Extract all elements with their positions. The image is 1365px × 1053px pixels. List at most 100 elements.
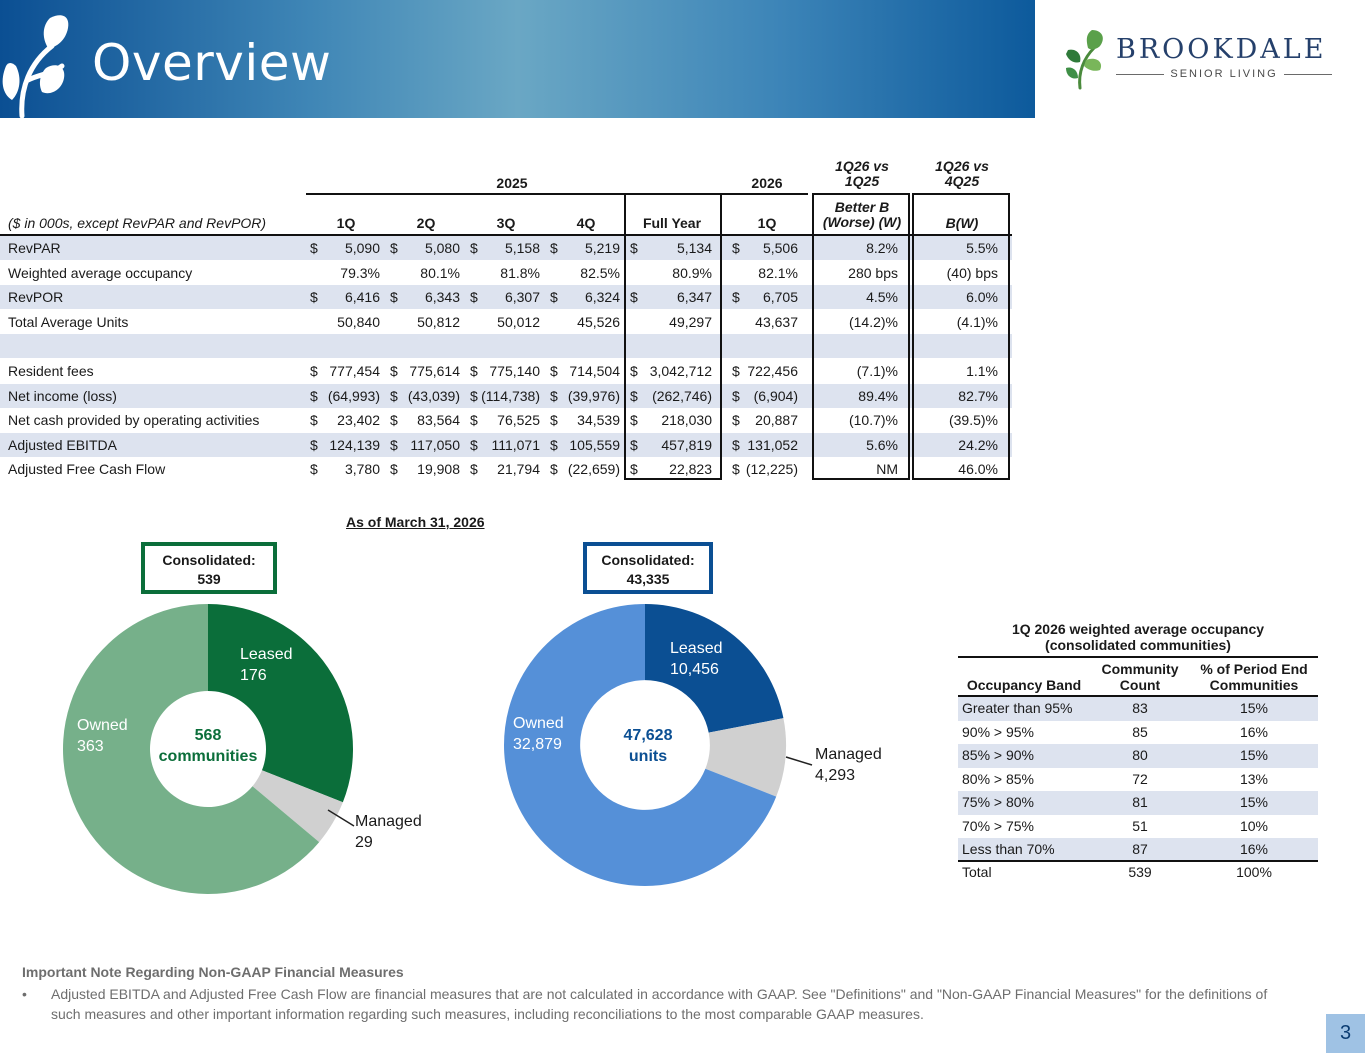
value-cell: 777,454 (329, 363, 380, 379)
comparison-vs-4q25: (39.5)% (948, 412, 998, 429)
comparison-vs-4q25: 24.2% (958, 436, 998, 453)
communities-managed-name: Managed (355, 813, 422, 830)
value-cell: 714,504 (569, 363, 620, 379)
currency-symbol: $ (630, 363, 638, 379)
communities-managed-label: Managed 29 (355, 811, 422, 853)
value-cell: 218,030 (661, 412, 712, 429)
communities-center-value: 568 (194, 727, 222, 744)
occupancy-total-rule (958, 860, 1318, 862)
row-label: Weighted average occupancy (8, 264, 193, 281)
value-cell: 22,823 (669, 461, 712, 478)
communities-managed-value: 29 (355, 834, 373, 851)
currency-symbol: $ (732, 240, 740, 256)
non-gaap-note-title: Important Note Regarding Non-GAAP Financ… (22, 964, 404, 980)
header-comp2-top: 1Q26 vs 4Q25 (914, 159, 1010, 189)
column-header-rule (0, 234, 1012, 236)
occupancy-count: 83 (1132, 700, 1148, 716)
occupancy-title-line2: (consolidated communities) (1045, 637, 1231, 653)
comp2-border-bottom (912, 478, 1010, 480)
units-managed-name: Managed (815, 746, 882, 763)
value-cell: 80.9% (672, 264, 712, 281)
occupancy-band: Greater than 95% (962, 700, 1073, 716)
currency-symbol: $ (732, 412, 740, 429)
comparison-vs-4q25: 6.0% (966, 289, 998, 306)
comparison-vs-1q25: (10.7)% (848, 412, 898, 429)
units-callout-label: Consolidated: (601, 552, 695, 568)
comparison-vs-4q25: (40) bps (946, 264, 998, 281)
occupancy-pct: 13% (1239, 770, 1269, 787)
currency-symbol: $ (390, 436, 398, 453)
occupancy-count: 80 (1132, 747, 1148, 763)
col-head-2q25: 2Q (416, 215, 436, 231)
table-row: Weighted average occupancy 79.3% 80.1% 81.8… (0, 261, 1012, 285)
occupancy-row: 80% > 85% 72 13% (958, 768, 1318, 792)
table-row: Total Average Units 50,840 50,812 50,012 45,… (0, 310, 1012, 334)
units-note: ($ in 000s, except RevPAR and RevPOR) (8, 215, 267, 231)
currency-symbol: $ (630, 387, 638, 404)
units-center-total: 47,628 units (588, 725, 708, 767)
header-band: Overview (0, 0, 1035, 118)
currency-symbol: $ (390, 461, 398, 478)
occupancy-title-line1: 1Q 2026 weighted average occupancy (1011, 621, 1265, 637)
donut-slice-managed (705, 718, 786, 797)
currency-symbol: $ (550, 461, 558, 478)
value-cell: (114,738) (481, 387, 540, 404)
value-cell: 76,525 (497, 412, 540, 429)
comparison-vs-4q25: 5.5% (966, 240, 998, 256)
currency-symbol: $ (732, 363, 740, 379)
currency-symbol: $ (550, 412, 558, 429)
currency-symbol: $ (470, 412, 478, 429)
header-comp2-line1: 1Q26 vs (935, 158, 989, 174)
value-cell: 5,506 (762, 240, 798, 256)
units-owned-label: Owned 32,879 (513, 713, 564, 755)
table-row: Adjusted Free Cash Flow $3,780 $19,908 $21,… (0, 457, 1012, 481)
comparison-vs-4q25: 46.0% (958, 461, 998, 478)
communities-callout-label: Consolidated: (162, 552, 256, 568)
occupancy-row: 75% > 80% 81 15% (958, 791, 1318, 815)
currency-symbol: $ (630, 461, 638, 478)
units-managed-label: Managed 4,293 (815, 744, 882, 786)
col-head-comp2: B(W) (945, 215, 979, 231)
currency-symbol: $ (470, 436, 478, 453)
occupancy-row: Less than 70% 87 16% (958, 838, 1318, 862)
value-cell: 45,526 (577, 313, 620, 330)
occupancy-top-rule (958, 656, 1318, 658)
currency-symbol: $ (310, 363, 318, 379)
header-comp1-top: 1Q26 vs 1Q25 (814, 159, 910, 189)
occupancy-band: 85% > 90% (962, 747, 1034, 763)
currency-symbol: $ (732, 289, 740, 306)
occupancy-total-count: 539 (1128, 864, 1152, 880)
value-cell: (64,993) (327, 387, 380, 404)
comparison-vs-4q25: (4.1)% (956, 313, 998, 330)
value-cell: (22,659) (567, 461, 620, 478)
row-label: Adjusted Free Cash Flow (8, 461, 166, 478)
communities-managed-leader-line (327, 809, 355, 827)
page-title: Overview (92, 34, 332, 92)
occupancy-row: Greater than 95% 83 15% (958, 697, 1318, 721)
donut-slice-owned (503, 604, 777, 886)
value-cell: 80.1% (420, 264, 460, 281)
value-cell: 50,812 (417, 313, 460, 330)
row-label: Net cash provided by operating activitie… (8, 412, 260, 429)
currency-symbol: $ (550, 387, 558, 404)
currency-symbol: $ (630, 240, 638, 256)
communities-center-unit: communities (158, 748, 258, 765)
comparison-vs-1q25: 8.2% (866, 240, 898, 256)
value-cell: 81.8% (500, 264, 540, 281)
communities-leased-label: Leased 176 (240, 644, 293, 686)
comparison-vs-1q25: NM (876, 461, 898, 478)
comparison-vs-1q25: 5.6% (866, 436, 898, 453)
communities-consolidated-callout: Consolidated: 539 (141, 542, 277, 594)
comparison-vs-4q25: 82.7% (958, 387, 998, 404)
communities-leased-value: 176 (240, 667, 267, 684)
units-donut-chart (503, 604, 786, 886)
currency-symbol: $ (470, 387, 478, 404)
value-cell: 79.3% (340, 264, 380, 281)
row-label: Resident fees (8, 363, 94, 379)
value-cell: 20,887 (755, 412, 798, 429)
occupancy-head-count-line2: Count (1119, 677, 1161, 693)
row-label: RevPOR (8, 289, 64, 306)
occupancy-head-pct: % of Period End Communities (1190, 661, 1318, 693)
logo-subtitle-text: SENIOR LIVING (1170, 68, 1278, 80)
currency-symbol: $ (630, 412, 638, 429)
